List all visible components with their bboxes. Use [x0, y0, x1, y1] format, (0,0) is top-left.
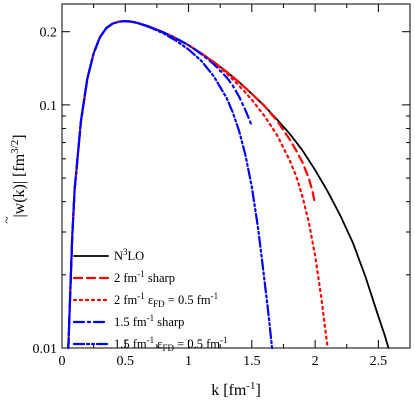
legend-entry: N3LO: [114, 247, 144, 263]
x-axis-label-sup: -1: [246, 380, 255, 392]
curves: [67, 20, 390, 350]
svg-text:|w(k)| [fm3/2]: |w(k)| [fm3/2]: [9, 134, 28, 217]
series-line: [67, 20, 274, 350]
x-axis-label: k [fm-1]: [211, 380, 261, 399]
x-tick-label: 2: [312, 354, 319, 369]
y-tick-label: 0.01: [33, 342, 58, 357]
legend: N3LO 2 fm-1 sharp 2 fm-1 εFD = 0.5 fm-1 1.5…: [72, 247, 227, 353]
legend-entry: 1.5 fm-1 sharp: [114, 313, 184, 329]
x-tick-label: 1: [185, 354, 192, 369]
y-tick-label: 0.2: [40, 26, 58, 41]
x-tick-label: 0: [59, 354, 66, 369]
plot-frame: [61, 3, 411, 349]
y-axis-label-tilde: ~: [0, 216, 15, 224]
x-tick-label: 2.5: [370, 354, 388, 369]
y-axis-label-sup: 3/2: [9, 140, 21, 154]
y-tick-label: 0.1: [40, 99, 58, 114]
legend-entry: 2 fm-1 εFD = 0.5 fm-1: [114, 291, 218, 309]
x-tick-label: 1.5: [243, 354, 261, 369]
y-axis-label: |w(k)| [fm3/2] ~: [0, 134, 28, 223]
legend-entry: 2 fm-1 sharp: [114, 269, 175, 285]
legend-entry: 1.5 fm-1 εFD = 0.5 fm-1: [114, 335, 227, 353]
axis-ticks: 0 0.5 1 1.5 2 2.5 0.01 0.1 0.2: [33, 4, 410, 369]
x-tick-label: 0.5: [117, 354, 135, 369]
